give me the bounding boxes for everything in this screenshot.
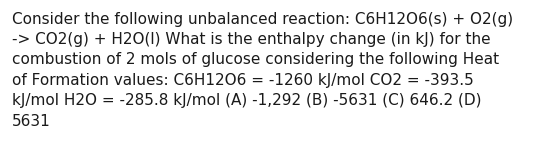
Text: Consider the following unbalanced reaction: C6H12O6(s) + O2(g)
-> CO2(g) + H2O(l: Consider the following unbalanced reacti…	[12, 12, 513, 129]
